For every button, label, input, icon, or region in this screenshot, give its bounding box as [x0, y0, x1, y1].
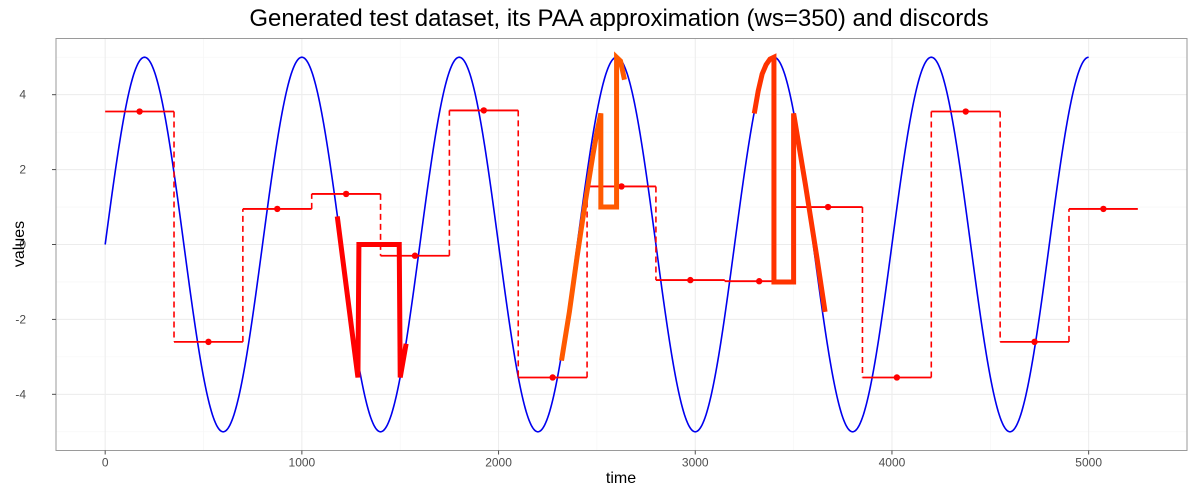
x-tick-label: 4000 — [879, 456, 906, 470]
x-axis-title: time — [606, 470, 636, 487]
paa-point — [549, 374, 556, 381]
x-tick-label: 2000 — [485, 456, 512, 470]
axis-layer: 0 1000 2000 3000 4000 5000 -4 -2 0 2 4 — [15, 88, 1102, 470]
paa-point — [480, 107, 488, 114]
y-tick-label: -4 — [15, 387, 26, 401]
paa-point — [205, 338, 212, 346]
chart-title: Generated test dataset, its PAA approxim… — [249, 5, 988, 32]
series-layer — [104, 51, 1138, 433]
paa-point — [136, 108, 143, 115]
y-axis-title: values — [11, 221, 28, 267]
paa-point — [618, 183, 625, 190]
signal-series-line — [104, 56, 1089, 433]
paa-point — [1031, 338, 1038, 346]
x-tick-label: 0 — [102, 456, 109, 470]
paa-point — [342, 190, 350, 198]
paa-point — [274, 205, 281, 213]
paa-point — [893, 374, 901, 381]
y-tick-label: 0 — [19, 238, 26, 252]
paa-point — [755, 278, 763, 285]
discord-1-line — [334, 216, 409, 378]
paa-point — [411, 252, 419, 259]
discord-3-line — [751, 53, 828, 313]
x-tick-label: 3000 — [682, 456, 709, 470]
paa-point — [962, 108, 969, 115]
discord-2-line — [559, 51, 627, 362]
y-tick-label: -2 — [15, 312, 26, 326]
paa-point — [687, 276, 694, 284]
x-tick-label: 1000 — [289, 456, 316, 470]
y-tick-label: 4 — [19, 88, 26, 102]
x-tick-label: 5000 — [1075, 456, 1102, 470]
paa-point — [1100, 205, 1107, 213]
y-tick-label: 2 — [19, 163, 26, 177]
paa-point — [824, 203, 832, 211]
